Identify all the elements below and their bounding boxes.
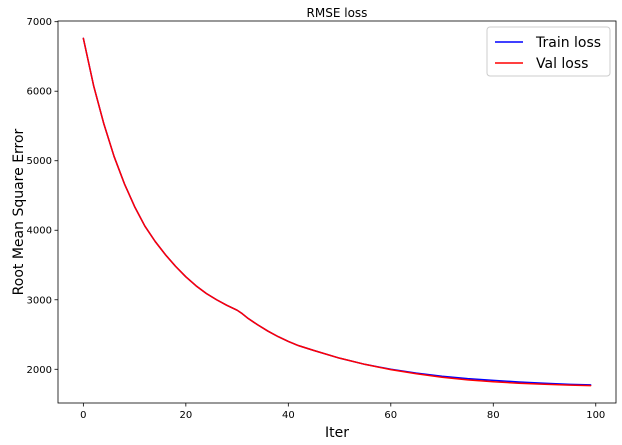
y-tick-label: 7000 — [27, 17, 52, 28]
legend-label-val-loss: Val loss — [536, 56, 588, 72]
legend-label-train-loss: Train loss — [535, 35, 601, 51]
x-axis-label: Iter — [325, 425, 349, 441]
y-tick-label: 3000 — [27, 295, 52, 306]
x-tick-label: 60 — [384, 410, 397, 421]
y-tick-label: 4000 — [27, 226, 52, 237]
y-tick-label: 6000 — [27, 87, 52, 98]
plot-frame — [57, 20, 617, 404]
y-tick-label: 5000 — [27, 156, 52, 167]
axes: 0 20 40 60 80 100 2000 3000 4000 5000 6000 7000 — [27, 17, 617, 421]
x-tick-label: 20 — [179, 410, 192, 421]
y-axis-label: Root Mean Square Error — [11, 128, 27, 295]
y-tick-label: 2000 — [27, 365, 52, 376]
legend: Train loss Val loss — [486, 26, 611, 77]
plot-area — [82, 37, 592, 387]
series-line-val-loss — [82, 37, 592, 387]
x-tick-label: 0 — [80, 410, 86, 421]
x-tick-label: 100 — [586, 410, 605, 421]
chart-title: RMSE loss — [307, 6, 368, 20]
x-tick-label: 40 — [282, 410, 295, 421]
x-tick-label: 80 — [487, 410, 500, 421]
